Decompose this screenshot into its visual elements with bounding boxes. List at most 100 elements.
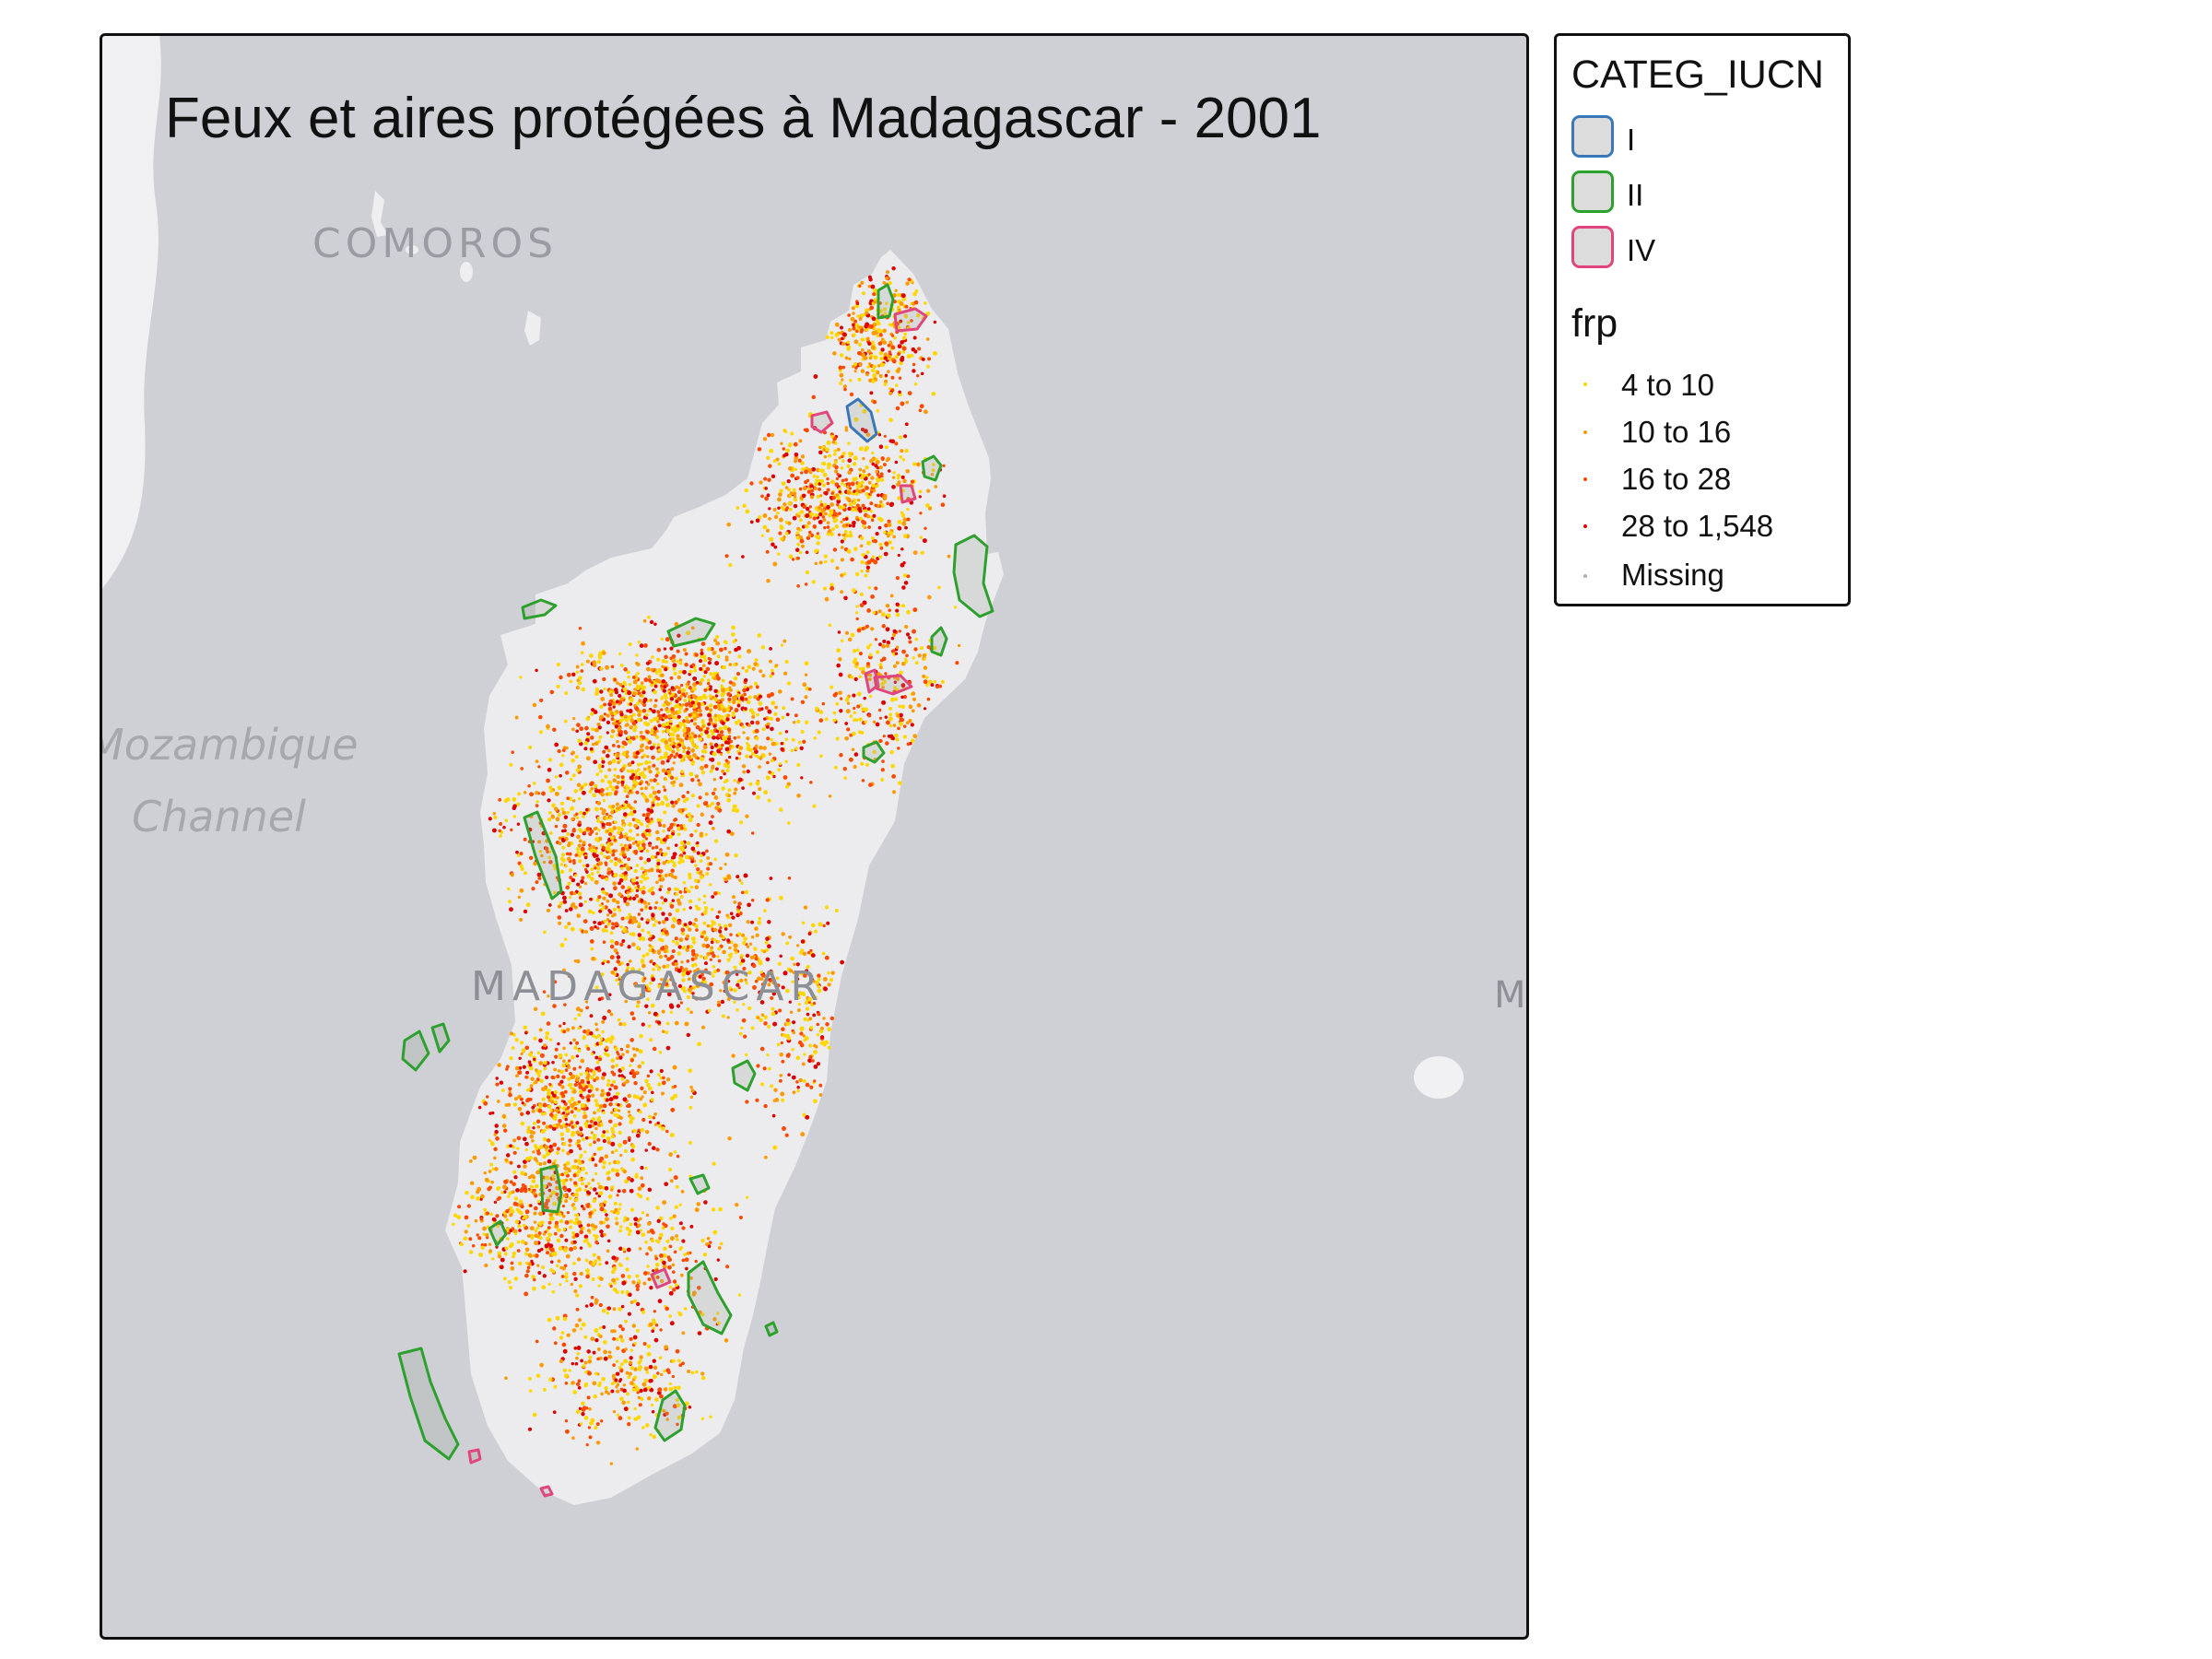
- fire-point: [664, 667, 668, 672]
- fire-point: [681, 1239, 686, 1243]
- fire-point: [688, 686, 692, 690]
- fire-point: [644, 1078, 649, 1084]
- fire-point: [799, 746, 804, 751]
- fire-point: [601, 759, 606, 764]
- fire-point: [629, 725, 633, 730]
- fire-point: [470, 1194, 475, 1200]
- fire-point: [597, 828, 601, 832]
- fire-point: [623, 683, 628, 687]
- fire-point: [645, 829, 649, 833]
- fire-point: [762, 513, 768, 518]
- fire-point: [596, 1123, 601, 1127]
- fire-point: [520, 1121, 525, 1126]
- africa-coastline: [102, 36, 161, 589]
- fire-point: [571, 799, 576, 803]
- fire-point: [616, 1159, 620, 1165]
- fire-point: [682, 844, 686, 848]
- fire-point: [661, 1009, 665, 1014]
- fire-point: [760, 494, 764, 499]
- fire-point: [707, 661, 712, 665]
- fire-point: [485, 1233, 489, 1238]
- fire-point: [763, 790, 769, 795]
- fire-point: [646, 857, 652, 863]
- fire-point: [532, 702, 537, 708]
- fire-point: [571, 817, 575, 821]
- fire-point: [734, 947, 737, 952]
- fire-point: [669, 1179, 674, 1183]
- fire-point: [542, 1102, 547, 1108]
- fire-point: [713, 857, 717, 862]
- fire-point: [613, 886, 618, 891]
- fire-point: [641, 1022, 645, 1027]
- fire-point: [620, 1274, 626, 1278]
- fire-point: [580, 1078, 585, 1084]
- fire-point: [933, 320, 937, 324]
- fire-point: [577, 1160, 582, 1166]
- fire-point: [577, 738, 582, 743]
- fire-point: [656, 789, 661, 794]
- fire-point: [562, 900, 568, 904]
- fire-point: [659, 838, 664, 842]
- fire-point: [654, 670, 659, 676]
- fire-point: [580, 846, 585, 852]
- fire-point: [625, 847, 630, 852]
- fire-point: [571, 877, 576, 883]
- fire-point: [787, 500, 793, 506]
- fire-point: [578, 839, 582, 843]
- fire-point: [902, 560, 906, 565]
- fire-point: [614, 940, 619, 946]
- fire-point: [923, 409, 928, 415]
- fire-point: [856, 503, 860, 508]
- fire-point: [530, 1236, 535, 1240]
- fire-point: [666, 890, 670, 895]
- fire-point: [650, 1098, 654, 1101]
- fire-point: [742, 503, 747, 509]
- fire-point: [614, 856, 618, 861]
- fire-point: [724, 740, 729, 745]
- fire-point: [641, 963, 646, 969]
- fire-point: [635, 864, 640, 867]
- fire-point: [842, 536, 847, 541]
- fire-point: [615, 785, 619, 790]
- fire-point: [746, 945, 750, 948]
- fire-point: [651, 1239, 654, 1243]
- fire-point: [583, 1335, 588, 1339]
- fire-point: [853, 455, 858, 460]
- fire-point: [596, 723, 601, 727]
- fire-point: [649, 731, 653, 735]
- fire-point: [676, 747, 680, 752]
- fire-point: [572, 1173, 577, 1178]
- map-canvas[interactable]: [102, 36, 1526, 1637]
- fire-point: [509, 1160, 513, 1165]
- fire-point: [822, 483, 827, 488]
- fire-point: [519, 852, 524, 856]
- fire-point: [627, 1093, 632, 1099]
- fire-point: [822, 517, 827, 523]
- fire-point: [697, 705, 701, 710]
- fire-point: [614, 790, 618, 794]
- fire-point: [768, 464, 772, 468]
- fire-point: [897, 480, 901, 485]
- fire-point: [606, 1239, 611, 1243]
- fire-point: [709, 742, 713, 747]
- fire-point: [690, 732, 695, 735]
- fire-point: [777, 768, 782, 772]
- fire-point: [550, 1260, 554, 1264]
- fire-point: [841, 478, 845, 483]
- fire-point: [625, 1043, 630, 1049]
- fire-point: [590, 830, 594, 834]
- map-panel[interactable]: Feux et aires protégées à Madagascar - 2…: [100, 33, 1529, 1640]
- fire-point: [608, 1088, 612, 1091]
- fire-point: [708, 703, 713, 708]
- fire-point: [706, 1236, 711, 1241]
- fire-point: [516, 1240, 521, 1244]
- fire-point: [701, 664, 706, 668]
- fire-point: [670, 1107, 676, 1112]
- fire-point: [543, 1061, 547, 1065]
- fire-point: [633, 703, 637, 708]
- fire-point: [642, 985, 647, 990]
- fire-point: [563, 1171, 569, 1175]
- fire-point: [585, 1066, 590, 1072]
- fire-point: [808, 530, 812, 535]
- fire-point: [560, 1136, 565, 1141]
